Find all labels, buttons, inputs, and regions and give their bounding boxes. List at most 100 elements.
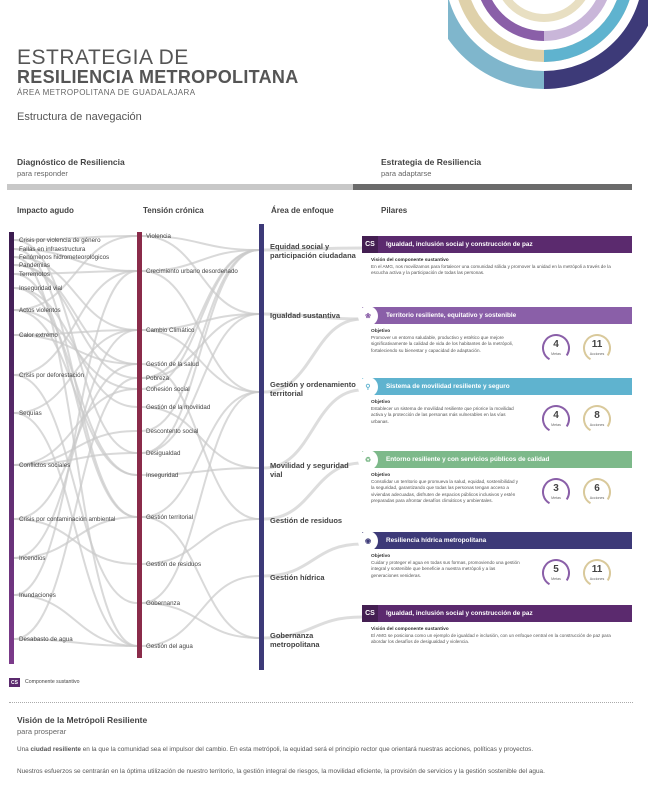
impacto-item: Crisis por contaminación ambiental bbox=[19, 516, 116, 523]
pillar-text: Objetivo Promover un entorno saludable, p… bbox=[371, 329, 521, 354]
metas-gauge: 3 Metas bbox=[541, 477, 571, 507]
pillar-header[interactable]: ◉ Resiliencia hídrica metropolitana bbox=[358, 530, 632, 551]
pillar-description: Cuidar y proteger el agua en todas sus f… bbox=[371, 560, 520, 578]
flow-line bbox=[263, 246, 363, 252]
header-line-1: ESTRATEGIA DE bbox=[17, 46, 189, 69]
metas-value: 4 bbox=[553, 339, 559, 350]
pillar-description: En el AMG, nos movilizamos para fortalec… bbox=[371, 264, 611, 276]
flow-line bbox=[13, 638, 138, 647]
flow-line bbox=[141, 329, 260, 393]
metas-value: 4 bbox=[553, 410, 559, 421]
section-divider-left bbox=[7, 184, 353, 190]
impacto-item: Fenómenos hidrometeorológicos bbox=[19, 254, 110, 261]
impacto-item: Desabasto de agua bbox=[19, 636, 73, 643]
tension-item: Gestión de la salud bbox=[146, 361, 199, 368]
flow-line bbox=[13, 452, 138, 466]
section-right-sub: para adaptarse bbox=[381, 169, 432, 178]
area-bar bbox=[259, 224, 264, 670]
metas-label: Metas bbox=[551, 423, 561, 427]
acciones-value: 8 bbox=[594, 410, 600, 421]
pillar-header[interactable]: ⚲ Sistema de movilidad resiliente y segur… bbox=[358, 376, 632, 397]
flow-line bbox=[263, 542, 363, 578]
impacto-item: Fallas en infraestructura bbox=[19, 246, 86, 253]
flow-line bbox=[13, 287, 138, 408]
impacto-item: Actos violentos bbox=[19, 307, 61, 314]
section-left-sub: para responder bbox=[17, 169, 68, 178]
tension-item: Crecimiento urbano desordenado bbox=[146, 268, 238, 275]
flow-line bbox=[13, 309, 138, 476]
header-line-3: ÁREA METROPOLITANA DE GUADALAJARA bbox=[17, 88, 196, 97]
impacto-item: Crisis por violencia de género bbox=[19, 237, 101, 244]
flow-line bbox=[141, 391, 260, 604]
section-left-title: Diagnóstico de Resiliencia bbox=[17, 157, 125, 167]
flow-line bbox=[13, 235, 138, 241]
pillar-icon: ❀ bbox=[358, 305, 378, 326]
tension-item: Gestión de residuos bbox=[146, 561, 202, 568]
flow-line bbox=[141, 516, 260, 639]
impacto-item: Sequías bbox=[19, 410, 42, 417]
tension-item: Cohesión social bbox=[146, 386, 190, 393]
pillar-description: Consolidar un territorio que promueva la… bbox=[371, 479, 519, 503]
impacto-item: Crisis por deforestación bbox=[19, 372, 84, 379]
tension-item: Inseguridad bbox=[146, 472, 179, 479]
flow-line bbox=[13, 388, 138, 466]
area-item: Gestión de residuos bbox=[270, 516, 343, 525]
flow-line bbox=[13, 235, 138, 311]
flow-line bbox=[141, 313, 260, 454]
tension-item: Pobreza bbox=[146, 375, 170, 382]
area-item: Gobernanza metropolitana bbox=[270, 631, 320, 649]
pillar-header[interactable]: ♻ Entorno resiliente y con servicios públ… bbox=[358, 449, 632, 470]
pillar-text: Visión del componente sustantivo El AMG s… bbox=[371, 627, 626, 646]
acciones-value: 11 bbox=[591, 339, 603, 350]
impacto-bar bbox=[9, 232, 14, 664]
metas-label: Metas bbox=[551, 496, 561, 500]
metas-value: 5 bbox=[553, 564, 559, 575]
flow-line bbox=[263, 317, 363, 394]
pillar-title: Igualdad, inclusión social y construcció… bbox=[386, 241, 533, 248]
footer-sub: para prosperar bbox=[17, 727, 67, 736]
legend-label: Componente sustantivo bbox=[25, 679, 80, 685]
impacto-item: Conflictos sociales bbox=[19, 462, 71, 469]
col-pilares: Pilares bbox=[381, 206, 408, 215]
acciones-gauge: 8 Acciones bbox=[582, 404, 612, 434]
pillar-header[interactable]: CS Igualdad, inclusión social y construcc… bbox=[362, 236, 632, 253]
area-item: Gestión hídrica bbox=[270, 573, 325, 582]
flow-line bbox=[141, 575, 260, 647]
metas-gauge: 5 Metas bbox=[541, 558, 571, 588]
flow-line bbox=[13, 594, 138, 647]
cs-badge-icon: CS bbox=[362, 605, 378, 622]
tension-item: Gestión territorial bbox=[146, 514, 194, 521]
pillar-title: Igualdad, inclusión social y construcció… bbox=[386, 610, 533, 617]
flow-line bbox=[141, 391, 260, 518]
impacto-item: Calor extremo bbox=[19, 332, 58, 339]
pillar-text: Objetivo Consolidar un territorio que pro… bbox=[371, 473, 521, 504]
pillar-header[interactable]: CS Igualdad, inclusión social y construcc… bbox=[362, 605, 632, 622]
flow-line bbox=[13, 329, 138, 559]
flow-line bbox=[13, 329, 138, 336]
tension-item: Cambio Climático bbox=[146, 327, 195, 334]
pillar-heading: Objetivo bbox=[371, 400, 391, 405]
pillar-text: Visión del componente sustantivo En el AM… bbox=[371, 258, 626, 277]
section-divider-right bbox=[353, 184, 632, 190]
flow-line bbox=[263, 615, 363, 640]
footer-bold-term: ciudad resiliente bbox=[30, 746, 81, 753]
flow-line bbox=[13, 256, 138, 331]
flow-line bbox=[141, 270, 260, 393]
pillar-header[interactable]: ❀ Territorio resiliente, equitativo y sos… bbox=[358, 305, 632, 326]
flow-line bbox=[13, 256, 138, 647]
impacto-item: Pandemias bbox=[19, 262, 50, 269]
area-item: Igualdad sustantiva bbox=[270, 311, 341, 320]
flow-line bbox=[141, 313, 260, 331]
tension-item: Gestión del agua bbox=[146, 643, 193, 650]
acciones-label: Acciones bbox=[589, 352, 605, 356]
flow-line bbox=[141, 467, 260, 476]
flow-line bbox=[141, 235, 260, 251]
pillar-heading: Objetivo bbox=[371, 329, 391, 334]
flow-line bbox=[141, 249, 260, 454]
impacto-item: Inseguridad vial bbox=[19, 285, 63, 292]
tension-bar bbox=[137, 232, 142, 658]
col-area: Área de enfoque bbox=[271, 206, 334, 215]
pillar-heading: Objetivo bbox=[371, 554, 391, 559]
flow-line bbox=[141, 249, 260, 390]
